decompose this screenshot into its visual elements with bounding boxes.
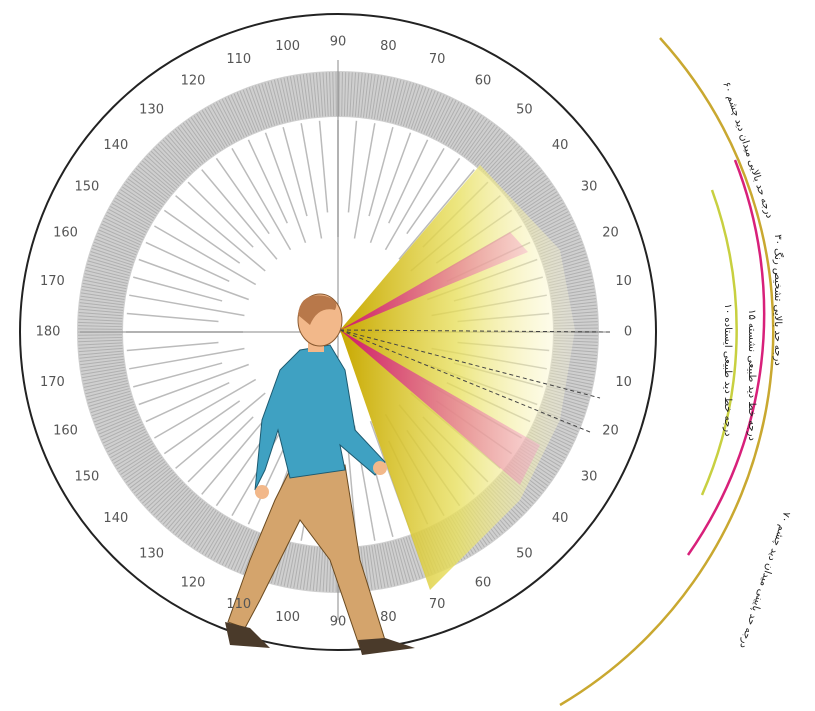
spoke [129,347,245,370]
scale-label: 150 [74,470,99,485]
scale-label: 0 [624,325,632,340]
spoke [398,169,475,260]
spoke [187,416,254,483]
spoke [368,127,394,217]
spoke [300,123,323,239]
scale-label: 20 [602,424,619,439]
spoke [175,392,266,469]
spoke [154,225,257,286]
spoke [175,195,266,272]
scale-label: 20 [602,225,619,240]
spoke [388,139,429,224]
scale-label: 60 [475,576,492,591]
spoke [163,209,241,264]
spoke [126,341,219,352]
spoke [347,120,358,213]
spoke [187,181,254,248]
scale-label: 170 [40,274,65,289]
spoke [406,157,461,235]
spoke [201,169,278,260]
spoke [247,139,288,224]
spoke [133,362,223,388]
scale-label: 170 [40,375,65,390]
scale-label: 70 [429,52,446,67]
sight-lines [339,329,611,433]
scale-label: 50 [516,102,533,117]
spoke [282,127,308,217]
scale-label: 80 [380,610,397,625]
scale-label: 130 [139,102,164,117]
color-band-upper [340,232,528,330]
scale-label: 120 [181,73,206,88]
scale-label: 100 [275,610,300,625]
note: ۱۰ درجه خط دید طبیعی ایستاده [722,303,733,436]
scale-label: 110 [226,52,251,67]
spoke [138,258,249,301]
spoke [154,378,257,439]
note: ۱۵ درجه خط دید طبیعی نشسته [746,309,757,441]
spoke [384,148,445,251]
scale-label: 90 [330,615,347,630]
range-arcs [559,37,775,707]
spoke [264,132,307,243]
scale-label: 120 [181,576,206,591]
scale-label: 140 [103,511,128,526]
scale-label: 130 [139,547,164,562]
scale-labels: 0 10 20 30 40 50 60 70 80 90 100 110 120 130 140 150 160… [36,35,633,630]
spoke [163,400,241,455]
spoke [145,241,230,282]
spoke [369,132,412,243]
spoke [353,123,376,239]
spoke [138,363,249,406]
spoke [145,382,230,423]
scale-label: 140 [103,138,128,153]
scale-label: 40 [552,511,569,526]
spoke [215,157,270,235]
spoke [231,148,292,251]
scale-label: 30 [581,180,598,195]
spoke [318,120,329,213]
scale-label: 60 [475,73,492,88]
note: ۳۰ درجه حد بالایی تشخیص رنگ [772,234,784,366]
spoke [133,276,223,302]
note: ۷۰ درجه حد پایینی میدان دید چشم [737,510,792,649]
scale-label: 180 [36,325,61,340]
spoke [247,440,288,525]
scale-label: 110 [226,597,251,612]
scale-label: 160 [53,225,78,240]
spoke [129,294,245,317]
color-band-lower [340,330,540,485]
scale-label: 50 [516,547,533,562]
walking-man [225,293,415,655]
scale-label: 100 [275,39,300,54]
scale-label: 80 [380,39,397,54]
scale-label: 10 [615,375,632,390]
spoke [126,312,219,323]
scale-label: 30 [581,470,598,485]
scale-label: 40 [552,138,569,153]
scale-label: 70 [429,597,446,612]
scale-label: 10 [615,274,632,289]
scale-label: 150 [74,180,99,195]
scale-label: 160 [53,424,78,439]
scale-label: 90 [330,35,347,50]
